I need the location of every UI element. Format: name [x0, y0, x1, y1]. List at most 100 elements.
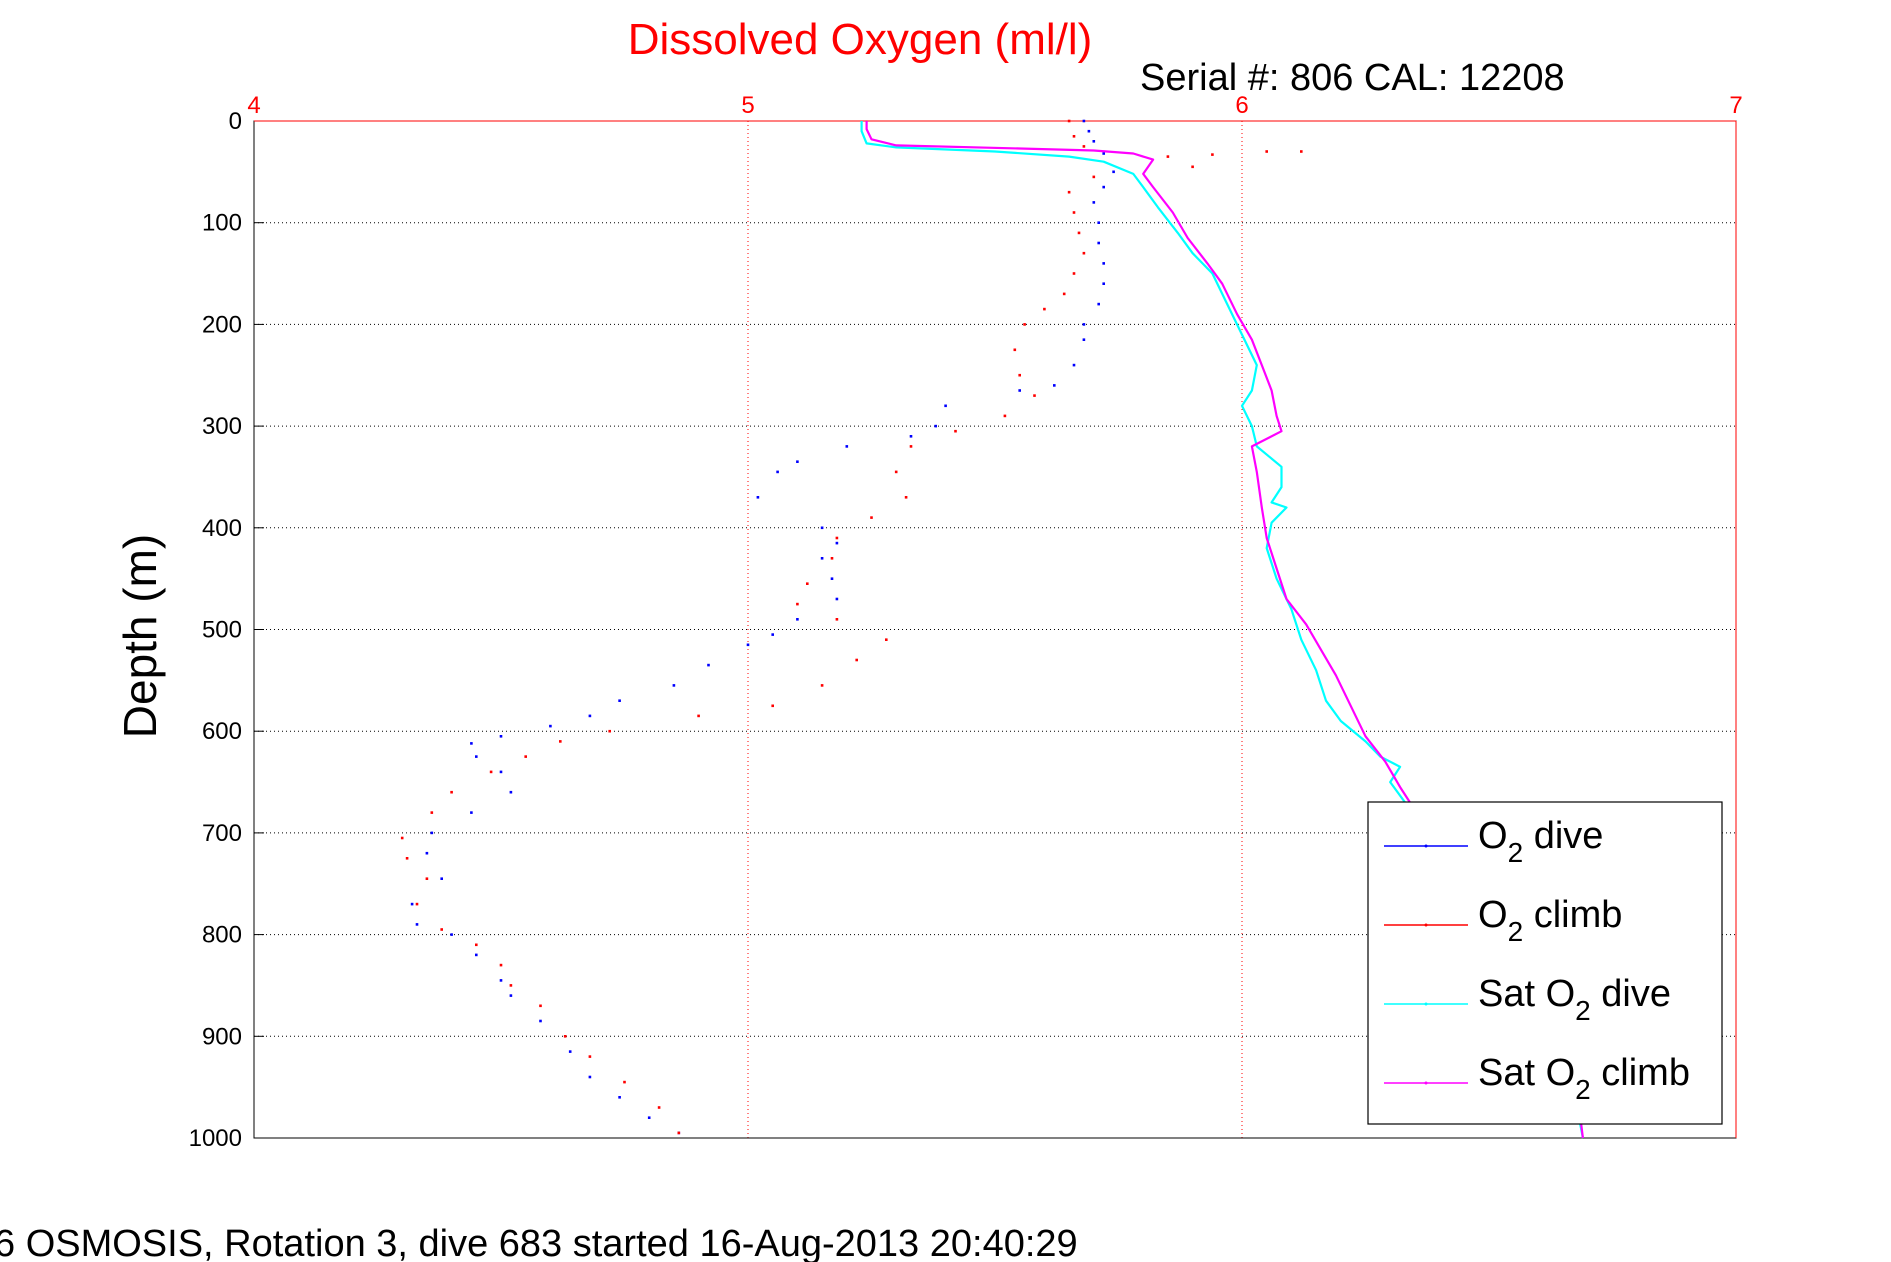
y-axis-label: Depth (m): [114, 534, 166, 738]
data-point: [1018, 373, 1021, 377]
legend-marker: [1424, 923, 1428, 927]
data-point: [509, 790, 513, 794]
data-point: [1072, 211, 1076, 214]
chart-subtitle: Serial #: 806 CAL: 12208: [1140, 57, 1565, 99]
data-point: [672, 684, 676, 687]
data-point: [410, 902, 414, 906]
y-tick-label: 100: [202, 210, 242, 237]
data-point: [894, 470, 898, 474]
data-point: [539, 1004, 542, 1008]
data-point: [697, 714, 700, 718]
chart-title: Dissolved Oxygen (ml/l): [628, 15, 1093, 64]
legend-marker: [1424, 1081, 1428, 1085]
legend-label: O2 dive: [1478, 815, 1603, 868]
x-tick-label: 5: [741, 92, 754, 119]
data-point: [499, 735, 503, 738]
y-tick-label: 400: [202, 515, 242, 542]
data-point: [1043, 307, 1046, 311]
data-point: [415, 923, 419, 926]
data-point: [1092, 201, 1096, 204]
x-tick-labels: 4 5 6 7: [247, 92, 1742, 119]
data-point: [1102, 185, 1105, 189]
series-o2-climb: [400, 119, 1303, 1135]
data-point: [440, 928, 443, 931]
data-point: [1265, 150, 1268, 153]
data-point: [1077, 231, 1081, 235]
data-point: [475, 953, 478, 957]
data-point: [855, 658, 858, 662]
data-point: [524, 755, 527, 758]
data-point: [440, 877, 443, 880]
data-point: [1102, 282, 1105, 285]
data-point: [509, 984, 513, 987]
data-point: [1082, 338, 1086, 341]
y-tick-label: 500: [202, 617, 242, 644]
y-tick-label: 700: [202, 820, 242, 847]
data-point: [400, 836, 404, 840]
legend: O2 dive O2 climb Sat O 2 dive Sat O 2 climb: [1367, 801, 1723, 1125]
legend-label-main: O: [1478, 894, 1508, 936]
legend-label-rest: climb: [1591, 1052, 1690, 1094]
data-point: [470, 742, 473, 745]
data-point: [1013, 348, 1017, 352]
data-point: [820, 557, 824, 560]
legend-label-main: O: [1478, 815, 1508, 857]
data-point: [415, 902, 419, 906]
data-point: [1102, 262, 1105, 265]
data-point: [771, 704, 774, 708]
data-point: [904, 496, 908, 499]
data-point: [1097, 302, 1100, 306]
data-point: [1092, 175, 1096, 179]
legend-label-main: Sat O: [1478, 973, 1575, 1015]
data-point: [1166, 155, 1170, 158]
data-point: [835, 597, 839, 601]
data-point: [677, 1131, 681, 1135]
y-tick-label: 0: [229, 108, 242, 135]
data-point: [835, 541, 839, 545]
data-point: [499, 979, 503, 982]
data-point: [1082, 145, 1086, 148]
legend-label-rest: climb: [1523, 894, 1622, 936]
legend-label-subscript: 2: [1508, 837, 1524, 868]
data-point: [1097, 221, 1100, 224]
data-point: [450, 933, 453, 936]
data-point: [954, 429, 957, 433]
data-point: [1033, 394, 1036, 397]
data-point: [746, 643, 750, 647]
data-point: [771, 633, 774, 636]
data-point: [1053, 384, 1056, 387]
y-tick-label: 800: [202, 922, 242, 949]
y-tick-label: 900: [202, 1023, 242, 1050]
data-point: [1102, 152, 1105, 155]
data-point: [796, 602, 799, 606]
data-point: [1003, 414, 1007, 418]
data-point: [539, 1019, 542, 1023]
data-point: [1018, 389, 1021, 392]
data-point: [1072, 135, 1076, 138]
data-point: [475, 755, 478, 758]
data-point: [1300, 150, 1303, 153]
data-point: [618, 699, 621, 702]
legend-label-main: Sat O: [1478, 1052, 1575, 1094]
data-point: [563, 1035, 567, 1038]
legend-label-subscript: 2: [1508, 916, 1524, 947]
footer-caption: 6 OSMOSIS, Rotation 3, dive 683 started …: [0, 1223, 1078, 1262]
data-point: [588, 1055, 592, 1058]
legend-label: O2 climb: [1478, 894, 1622, 947]
data-point: [499, 770, 503, 774]
data-point: [430, 831, 434, 835]
data-point: [1092, 140, 1096, 143]
legend-label-rest: dive: [1523, 815, 1603, 857]
data-point: [657, 1106, 661, 1109]
y-tick-labels: 0 100 200 300 400 500 600 700 800 900 1000: [189, 108, 242, 1152]
data-point: [623, 1080, 626, 1084]
data-point: [796, 618, 799, 621]
data-point: [909, 435, 913, 438]
data-point: [1082, 251, 1086, 255]
data-point: [707, 663, 710, 667]
data-point: [885, 638, 888, 641]
legend-marker: [1424, 1002, 1428, 1006]
data-point: [1112, 170, 1115, 174]
data-point: [830, 577, 834, 580]
data-point: [1082, 323, 1086, 326]
